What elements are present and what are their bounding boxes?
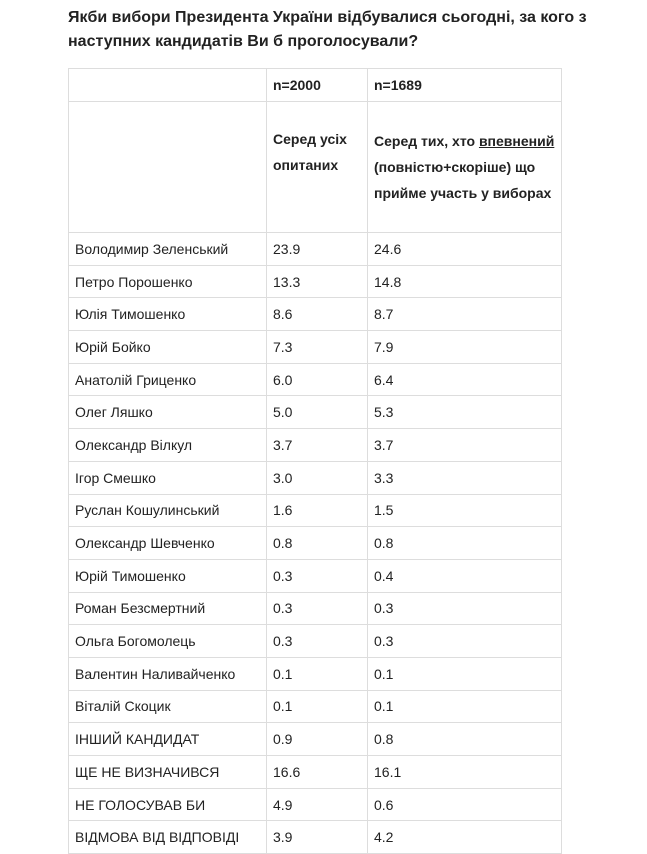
header-cell: n=2000 [266, 68, 368, 102]
candidate-name: Валентин Наливайченко [68, 656, 267, 691]
value-sure: 0.8 [367, 526, 562, 560]
candidate-name: НЕ ГОЛОСУВАВ БИ [68, 787, 267, 822]
value-all: 0.3 [266, 558, 368, 593]
header-text: (повністю+скоріше) що прийме участь у ви… [374, 159, 552, 201]
header-cell: Серед усіх опитаних [266, 101, 368, 233]
value-sure: 7.9 [367, 330, 562, 364]
value-sure: 0.4 [367, 558, 562, 593]
value-sure: 0.3 [367, 591, 562, 626]
value-all: 8.6 [266, 297, 368, 332]
data-row: Петро Порошенко 13.3 14.8 [68, 264, 562, 299]
data-row: ІНШИЙ КАНДИДАТ 0.9 0.8 [68, 722, 562, 756]
candidate-name: Юрій Тимошенко [68, 558, 267, 593]
candidate-name: Анатолій Гриценко [68, 362, 267, 397]
value-sure: 24.6 [367, 232, 562, 266]
table-body: n=2000 n=1689 Серед усіх опитаних Серед … [68, 68, 562, 854]
data-row: Роман Безсмертний 0.3 0.3 [68, 591, 562, 626]
value-sure: 3.7 [367, 428, 562, 462]
value-sure: 8.7 [367, 297, 562, 332]
value-sure: 16.1 [367, 755, 562, 789]
data-row: Юрій Бойко 7.3 7.9 [68, 330, 562, 364]
candidate-name: Юлія Тимошенко [68, 297, 267, 332]
data-row: НЕ ГОЛОСУВАВ БИ 4.9 0.6 [68, 787, 562, 822]
data-row: Ігор Смешко 3.0 3.3 [68, 460, 562, 495]
page: Якби вибори Президента України відбували… [68, 9, 587, 854]
data-row: Олександр Вілкул 3.7 3.7 [68, 428, 562, 462]
value-all: 3.7 [266, 428, 368, 462]
value-all: 4.9 [266, 787, 368, 822]
value-sure: 0.3 [367, 624, 562, 658]
header-cell: Серед тих, хто впевнений (повністю+скорі… [367, 101, 562, 233]
candidate-name: Ольга Богомолець [68, 624, 267, 658]
value-sure: 5.3 [367, 395, 562, 430]
value-all: 7.3 [266, 330, 368, 364]
candidate-name: Олександр Вілкул [68, 428, 267, 462]
value-all: 3.9 [266, 820, 368, 854]
candidate-name: Олег Ляшко [68, 395, 267, 430]
title: Якби вибори Президента України відбували… [68, 9, 587, 50]
value-sure: 0.6 [367, 787, 562, 822]
value-all: 6.0 [266, 362, 368, 397]
data-row: Ольга Богомолець 0.3 0.3 [68, 624, 562, 658]
value-all: 23.9 [266, 232, 368, 266]
candidate-name: Руслан Кошулинський [68, 493, 267, 528]
candidate-name: Володимир Зеленський [68, 232, 267, 266]
value-sure: 14.8 [367, 264, 562, 299]
data-row: Анатолій Гриценко 6.0 6.4 [68, 362, 562, 397]
value-all: 0.9 [266, 722, 368, 756]
header-text: Серед тих, хто [374, 133, 476, 149]
value-all: 0.3 [266, 591, 368, 626]
value-sure: 0.1 [367, 656, 562, 691]
data-row: Віталій Скоцик 0.1 0.1 [68, 689, 562, 724]
data-row: ВІДМОВА ВІД ВІДПОВІДІ 3.9 4.2 [68, 820, 562, 854]
value-all: 0.1 [266, 689, 368, 724]
candidate-name: Юрій Бойко [68, 330, 267, 364]
empty-cell [68, 68, 267, 102]
candidate-name: Роман Безсмертний [68, 591, 267, 626]
value-all: 0.3 [266, 624, 368, 658]
data-row: Юлія Тимошенко 8.6 8.7 [68, 297, 562, 332]
header-cell: n=1689 [367, 68, 562, 102]
data-row: ЩЕ НЕ ВИЗНАЧИВСЯ 16.6 16.1 [68, 755, 562, 789]
results-table: n=2000 n=1689 Серед усіх опитаних Серед … [68, 68, 562, 854]
data-row: Юрій Тимошенко 0.3 0.4 [68, 558, 562, 593]
empty-cell [68, 101, 267, 233]
candidate-name: Ігор Смешко [68, 460, 267, 495]
header-row: Серед усіх опитаних Серед тих, хто впевн… [68, 101, 562, 233]
data-row: Олег Ляшко 5.0 5.3 [68, 395, 562, 430]
candidate-name: ЩЕ НЕ ВИЗНАЧИВСЯ [68, 755, 267, 789]
value-all: 16.6 [266, 755, 368, 789]
candidate-name: Віталій Скоцик [68, 689, 267, 724]
value-sure: 0.8 [367, 722, 562, 756]
value-sure: 4.2 [367, 820, 562, 854]
data-row: Олександр Шевченко 0.8 0.8 [68, 526, 562, 560]
candidate-name: ІНШИЙ КАНДИДАТ [68, 722, 267, 756]
value-sure: 1.5 [367, 493, 562, 528]
value-sure: 3.3 [367, 460, 562, 495]
data-row: Валентин Наливайченко 0.1 0.1 [68, 656, 562, 691]
data-row: Руслан Кошулинський 1.6 1.5 [68, 493, 562, 528]
value-all: 13.3 [266, 264, 368, 299]
header-emphasis: впевнений [478, 133, 555, 149]
value-sure: 6.4 [367, 362, 562, 397]
candidate-name: Олександр Шевченко [68, 526, 267, 560]
value-all: 3.0 [266, 460, 368, 495]
data-row: Володимир Зеленський 23.9 24.6 [68, 232, 562, 266]
value-all: 5.0 [266, 395, 368, 430]
candidate-name: Петро Порошенко [68, 264, 267, 299]
header-row: n=2000 n=1689 [68, 68, 562, 102]
value-all: 0.1 [266, 656, 368, 691]
value-sure: 0.1 [367, 689, 562, 724]
value-all: 1.6 [266, 493, 368, 528]
value-all: 0.8 [266, 526, 368, 560]
candidate-name: ВІДМОВА ВІД ВІДПОВІДІ [68, 820, 267, 854]
